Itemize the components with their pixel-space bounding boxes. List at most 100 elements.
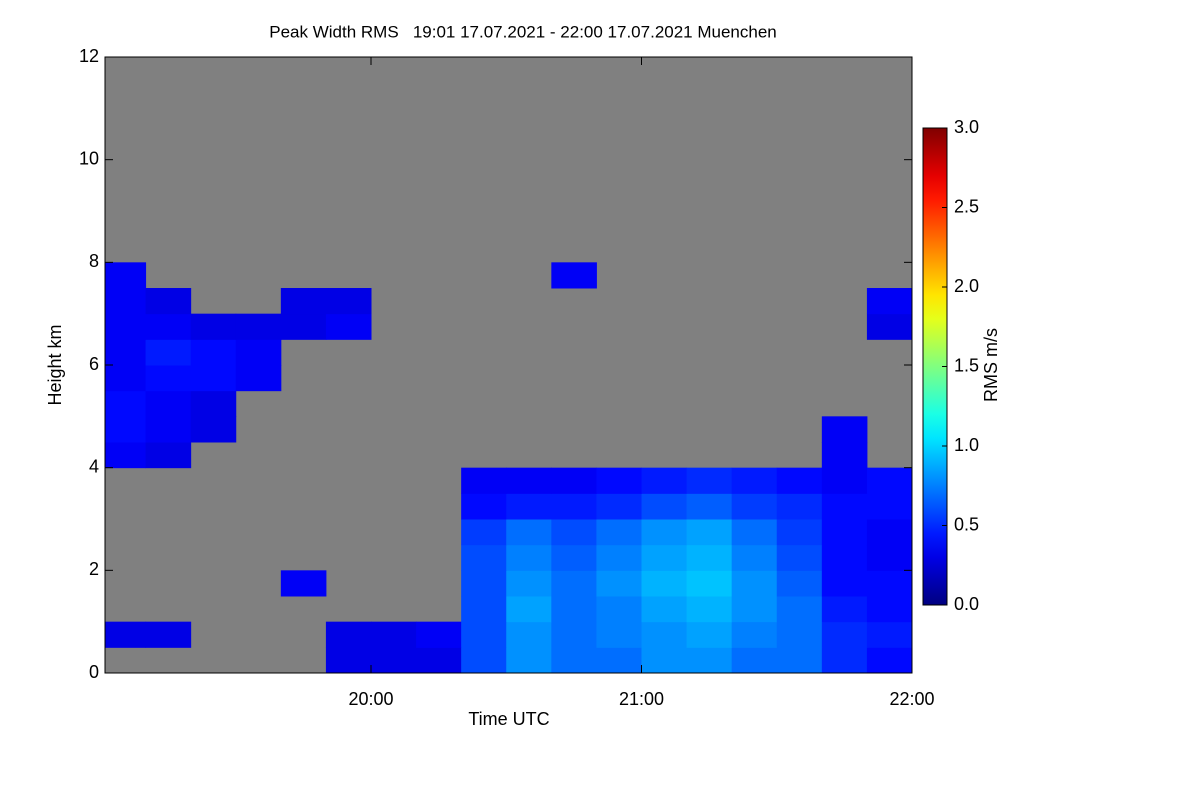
heat-cell	[641, 596, 688, 623]
heat-cell	[641, 519, 688, 546]
heat-cell	[866, 288, 913, 315]
heat-cell	[280, 288, 327, 315]
heat-cell	[596, 493, 642, 520]
heat-cell	[731, 596, 778, 623]
heat-cell	[776, 647, 823, 674]
heat-cell	[416, 621, 462, 648]
heat-cell	[370, 621, 417, 648]
heat-cell	[686, 493, 733, 520]
heat-cell	[731, 647, 778, 674]
colorbar-tick-label: 2.0	[954, 276, 979, 296]
heat-cell	[731, 519, 778, 546]
heat-cell	[506, 519, 552, 546]
heat-cell	[506, 570, 552, 597]
heat-cell	[105, 390, 147, 417]
heat-cell	[370, 647, 417, 674]
heat-cell	[686, 647, 733, 674]
heat-cell	[551, 544, 597, 571]
colorbar-tick-label: 0.5	[954, 514, 979, 534]
heat-cell	[325, 621, 372, 648]
heat-cell	[145, 416, 192, 443]
heat-cell	[866, 313, 913, 340]
y-tick-label: 12	[79, 46, 99, 66]
heat-cell	[596, 519, 642, 546]
x-tick-label: 20:00	[348, 689, 393, 709]
heat-cell	[190, 416, 237, 443]
heat-cell	[686, 570, 733, 597]
heat-cell	[506, 467, 552, 494]
heat-cell	[866, 570, 913, 597]
heat-cell	[145, 621, 192, 648]
heat-cell	[776, 493, 823, 520]
heat-cell	[235, 313, 282, 340]
heat-cell	[596, 647, 642, 674]
heat-cell	[105, 288, 147, 315]
heat-cell	[461, 570, 507, 597]
heat-cell	[686, 621, 733, 648]
heat-cell	[145, 339, 192, 366]
heat-cell	[821, 519, 868, 546]
heat-cell	[551, 519, 597, 546]
heat-cell	[461, 493, 507, 520]
heat-cell	[145, 442, 192, 469]
heat-cell	[776, 570, 823, 597]
heat-cell	[821, 416, 868, 443]
heat-cell	[686, 467, 733, 494]
heat-cell	[461, 467, 507, 494]
heat-cell	[461, 647, 507, 674]
heat-cell	[776, 621, 823, 648]
heat-cell	[596, 570, 642, 597]
y-tick-label: 6	[89, 354, 99, 374]
heat-cell	[105, 262, 147, 289]
heat-cell	[190, 313, 237, 340]
heat-cell	[105, 416, 147, 443]
heat-cell	[641, 647, 688, 674]
heat-cell	[461, 621, 507, 648]
heat-cell	[596, 621, 642, 648]
heat-cell	[776, 467, 823, 494]
heat-cell	[821, 442, 868, 469]
x-tick-label: 21:00	[619, 689, 664, 709]
heat-cell	[596, 544, 642, 571]
colorbar-tick-label: 1.0	[954, 435, 979, 455]
heat-cell	[325, 647, 372, 674]
heat-cell	[506, 596, 552, 623]
heat-cell	[776, 519, 823, 546]
heat-cell	[821, 596, 868, 623]
colorbar-label: RMS m/s	[981, 328, 1001, 402]
heat-cell	[551, 262, 597, 289]
heat-cell	[280, 570, 327, 597]
heat-cell	[776, 544, 823, 571]
chart-title: Peak Width RMS 19:01 17.07.2021 - 22:00 …	[269, 22, 777, 41]
y-tick-label: 2	[89, 559, 99, 579]
heat-cell	[416, 647, 462, 674]
heat-cell	[641, 544, 688, 571]
x-axis-label: Time UTC	[468, 709, 549, 729]
colorbar-tick-label: 3.0	[954, 117, 979, 137]
heat-cell	[145, 288, 192, 315]
heat-cell	[235, 339, 282, 366]
heat-cell	[325, 313, 372, 340]
heat-cell	[866, 647, 913, 674]
colorbar-tick-label: 2.5	[954, 196, 979, 216]
heat-cell	[866, 467, 913, 494]
heat-cell	[190, 365, 237, 392]
heat-cell	[506, 647, 552, 674]
heat-cell	[686, 519, 733, 546]
heat-cell	[461, 519, 507, 546]
y-tick-label: 0	[89, 662, 99, 682]
heat-cell	[866, 493, 913, 520]
heat-cell	[551, 493, 597, 520]
heat-cell	[235, 365, 282, 392]
heat-cell	[325, 288, 372, 315]
heat-cell	[551, 621, 597, 648]
heat-cell	[866, 596, 913, 623]
heat-cell	[821, 467, 868, 494]
heat-cell	[731, 493, 778, 520]
heat-cell	[866, 621, 913, 648]
heat-cell	[461, 596, 507, 623]
heat-cell	[105, 313, 147, 340]
heat-cell	[551, 570, 597, 597]
heat-cell	[105, 365, 147, 392]
y-axis-label: Height km	[45, 324, 65, 405]
